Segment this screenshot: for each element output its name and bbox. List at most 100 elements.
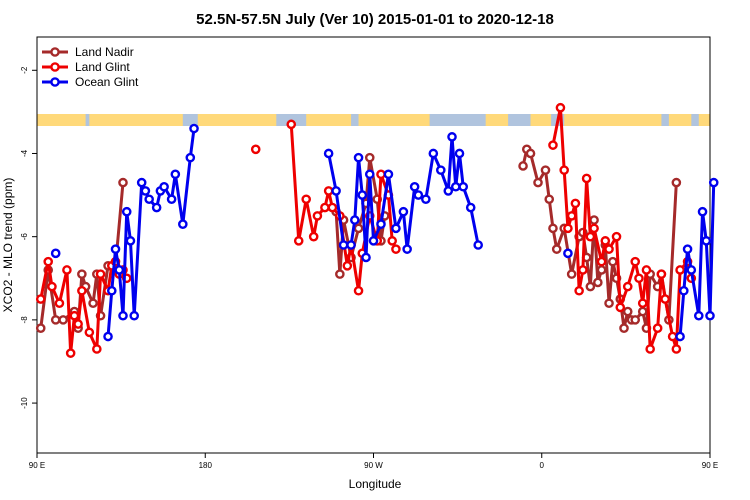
- data-point-land-nadir: [518, 161, 528, 171]
- data-point-land-nadir: [585, 281, 596, 292]
- data-point-land-nadir: [88, 298, 98, 309]
- data-point-land-glint: [563, 223, 573, 234]
- land-band-segment: [89, 114, 183, 126]
- data-point-land-glint: [77, 285, 87, 296]
- legend-label-land-nadir: Land Nadir: [75, 45, 134, 59]
- data-point-ocean-glint: [473, 240, 483, 250]
- data-point-land-nadir: [596, 265, 607, 275]
- land-band-segment: [197, 114, 277, 126]
- data-point-ocean-glint: [705, 310, 715, 321]
- data-point-land-nadir: [607, 256, 618, 267]
- data-point-land-nadir: [335, 269, 345, 279]
- data-point-land-glint: [578, 265, 588, 275]
- data-point-land-glint: [54, 298, 65, 309]
- legend-label-land-glint: Land Glint: [75, 60, 130, 74]
- data-point-ocean-glint: [368, 236, 379, 246]
- data-point-land-nadir: [622, 306, 633, 317]
- data-point-ocean-glint: [170, 169, 181, 180]
- data-point-land-glint: [596, 256, 607, 267]
- x-tick-label: 180: [199, 461, 213, 470]
- data-point-land-glint: [566, 211, 577, 221]
- data-point-land-glint: [391, 244, 401, 254]
- data-point-ocean-glint: [682, 244, 693, 254]
- data-point-ocean-glint: [391, 223, 401, 234]
- y-tick-label: -6: [20, 233, 29, 241]
- data-point-ocean-glint: [159, 181, 169, 192]
- data-point-land-glint: [92, 344, 102, 354]
- data-point-land-glint: [671, 344, 682, 354]
- y-axis-label: XCO2 - MLO trend (ppm): [1, 178, 15, 313]
- data-point-land-glint: [308, 231, 319, 242]
- data-point-ocean-glint: [144, 194, 154, 205]
- data-point-land-nadir: [630, 315, 641, 325]
- data-point-land-nadir: [566, 269, 577, 279]
- data-point-land-glint: [327, 202, 338, 213]
- data-point-ocean-glint: [465, 202, 476, 213]
- legend-marker-ocean-glint: [50, 77, 60, 87]
- data-point-land-nadir: [364, 152, 375, 163]
- data-point-land-nadir: [593, 277, 603, 288]
- x-tick-label: 90 E: [29, 461, 45, 470]
- data-point-land-glint: [600, 236, 611, 246]
- data-point-ocean-glint: [563, 248, 573, 259]
- data-point-land-glint: [615, 302, 626, 313]
- data-point-land-glint: [652, 323, 663, 334]
- data-point-ocean-glint: [125, 236, 136, 246]
- data-point-ocean-glint: [383, 169, 394, 180]
- data-point-ocean-glint: [106, 285, 117, 296]
- data-point-land-nadir: [544, 194, 555, 205]
- data-point-land-glint: [353, 285, 364, 296]
- data-point-land-glint: [675, 265, 685, 275]
- data-point-ocean-glint: [151, 202, 162, 213]
- data-point-land-glint: [73, 319, 83, 329]
- data-point-land-glint: [660, 294, 670, 304]
- x-tick-label: 0: [540, 461, 545, 470]
- land-band-segment: [306, 114, 352, 126]
- data-point-land-glint: [62, 265, 72, 275]
- data-point-land-nadir: [533, 177, 543, 188]
- y-tick-label: -8: [20, 316, 29, 324]
- data-point-land-nadir: [548, 223, 558, 234]
- data-point-ocean-glint: [338, 240, 349, 250]
- data-point-land-nadir: [551, 244, 562, 254]
- land-band-segment: [698, 114, 710, 126]
- x-tick-label: 90 E: [702, 461, 718, 470]
- data-point-ocean-glint: [708, 177, 719, 188]
- data-point-ocean-glint: [166, 194, 177, 205]
- data-point-land-glint: [323, 186, 334, 196]
- data-point-land-nadir: [540, 165, 551, 175]
- series-line-ocean-glint: [106, 128, 196, 337]
- series-line-land-nadir: [521, 147, 678, 330]
- data-point-ocean-glint: [350, 215, 360, 225]
- data-point-land-glint: [559, 165, 569, 175]
- data-point-land-nadir: [35, 323, 46, 334]
- data-point-land-glint: [622, 281, 633, 292]
- land-band-segment: [485, 114, 509, 126]
- data-point-ocean-glint: [454, 148, 465, 159]
- data-point-land-glint: [250, 144, 261, 155]
- data-point-ocean-glint: [129, 310, 140, 321]
- data-point-ocean-glint: [323, 148, 334, 159]
- data-point-land-glint: [589, 223, 599, 234]
- data-point-land-nadir: [525, 148, 536, 159]
- data-point-ocean-glint: [447, 132, 457, 142]
- data-point-ocean-glint: [178, 219, 188, 229]
- data-point-land-glint: [301, 194, 312, 205]
- data-point-ocean-glint: [443, 186, 454, 196]
- data-point-ocean-glint: [402, 244, 412, 254]
- data-point-land-glint: [630, 256, 641, 267]
- data-point-ocean-glint: [110, 244, 121, 254]
- data-point-ocean-glint: [136, 177, 147, 188]
- data-point-land-glint: [611, 231, 622, 242]
- data-point-land-glint: [286, 119, 297, 130]
- data-point-land-glint: [95, 269, 106, 279]
- data-point-ocean-glint: [398, 206, 409, 217]
- data-point-land-nadir: [589, 215, 599, 225]
- data-point-land-nadir: [118, 177, 128, 188]
- data-point-land-nadir: [58, 315, 68, 325]
- data-point-land-nadir: [77, 269, 87, 279]
- data-point-ocean-glint: [458, 181, 469, 192]
- data-point-ocean-glint: [421, 194, 431, 205]
- x-tick-label: 90 W: [364, 461, 383, 470]
